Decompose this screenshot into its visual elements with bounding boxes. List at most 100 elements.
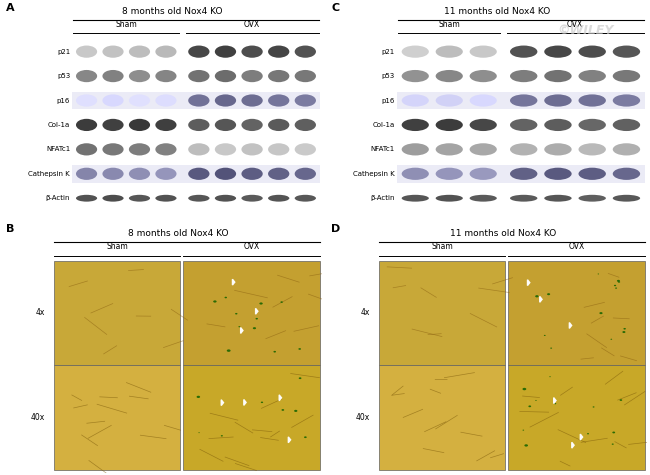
Ellipse shape: [76, 70, 97, 82]
Ellipse shape: [103, 195, 124, 202]
Ellipse shape: [241, 70, 263, 82]
Ellipse shape: [155, 70, 177, 82]
Bar: [72, 165, 320, 182]
Text: Cathepsin K: Cathepsin K: [354, 171, 395, 177]
Ellipse shape: [294, 46, 316, 58]
Text: Sham: Sham: [116, 20, 137, 29]
Ellipse shape: [76, 119, 97, 131]
Text: ©WILEY: ©WILEY: [558, 25, 614, 38]
Text: 8 months old Nox4 KO: 8 months old Nox4 KO: [128, 229, 229, 238]
Ellipse shape: [578, 46, 606, 58]
Ellipse shape: [578, 195, 606, 202]
Text: p16: p16: [57, 97, 70, 104]
Ellipse shape: [613, 119, 640, 131]
Ellipse shape: [241, 195, 263, 202]
Ellipse shape: [587, 433, 589, 434]
Ellipse shape: [402, 168, 429, 180]
Ellipse shape: [510, 195, 538, 202]
Text: B: B: [6, 224, 15, 234]
Bar: [54, 261, 180, 365]
Ellipse shape: [268, 119, 289, 131]
Ellipse shape: [103, 70, 124, 82]
Ellipse shape: [554, 403, 556, 404]
Ellipse shape: [241, 46, 263, 58]
Ellipse shape: [544, 95, 571, 106]
Text: 40x: 40x: [356, 413, 370, 422]
Ellipse shape: [155, 195, 177, 202]
Ellipse shape: [129, 168, 150, 180]
Bar: [396, 165, 645, 182]
Ellipse shape: [103, 168, 124, 180]
Ellipse shape: [213, 300, 216, 303]
Text: p53: p53: [57, 73, 70, 79]
Ellipse shape: [544, 119, 571, 131]
Ellipse shape: [612, 444, 614, 445]
Ellipse shape: [402, 195, 429, 202]
Ellipse shape: [261, 401, 263, 403]
Ellipse shape: [510, 168, 538, 180]
Ellipse shape: [268, 70, 289, 82]
Ellipse shape: [103, 95, 124, 106]
Ellipse shape: [155, 119, 177, 131]
Ellipse shape: [619, 399, 622, 401]
Ellipse shape: [535, 295, 539, 297]
Ellipse shape: [196, 396, 200, 398]
Bar: [183, 261, 320, 365]
Text: A: A: [6, 3, 15, 13]
Ellipse shape: [525, 444, 528, 446]
Ellipse shape: [470, 168, 497, 180]
Ellipse shape: [470, 70, 497, 82]
Ellipse shape: [528, 406, 531, 407]
Ellipse shape: [544, 143, 571, 155]
Ellipse shape: [470, 119, 497, 131]
Ellipse shape: [510, 119, 538, 131]
Ellipse shape: [593, 406, 595, 408]
Ellipse shape: [470, 95, 497, 106]
Ellipse shape: [214, 95, 236, 106]
Bar: [508, 365, 645, 470]
Ellipse shape: [615, 287, 617, 289]
Polygon shape: [569, 323, 571, 328]
Ellipse shape: [402, 70, 429, 82]
Polygon shape: [240, 328, 243, 333]
Text: p21: p21: [57, 48, 70, 55]
Ellipse shape: [402, 95, 429, 106]
Polygon shape: [540, 296, 542, 302]
Ellipse shape: [129, 195, 150, 202]
Ellipse shape: [188, 119, 209, 131]
Ellipse shape: [103, 119, 124, 131]
Text: β-Actin: β-Actin: [46, 195, 70, 201]
Ellipse shape: [470, 143, 497, 155]
Ellipse shape: [622, 331, 625, 333]
Ellipse shape: [129, 119, 150, 131]
Ellipse shape: [578, 168, 606, 180]
Ellipse shape: [239, 326, 240, 327]
Ellipse shape: [294, 143, 316, 155]
Ellipse shape: [76, 95, 97, 106]
Polygon shape: [280, 395, 281, 401]
Text: OVX: OVX: [567, 20, 583, 29]
Polygon shape: [572, 442, 574, 448]
Ellipse shape: [214, 195, 236, 202]
Ellipse shape: [76, 143, 97, 155]
Polygon shape: [221, 400, 224, 406]
Ellipse shape: [198, 432, 200, 433]
Ellipse shape: [304, 437, 307, 438]
Bar: [396, 92, 645, 109]
Ellipse shape: [268, 46, 289, 58]
Ellipse shape: [436, 119, 463, 131]
Text: p16: p16: [382, 97, 395, 104]
Text: Sham: Sham: [431, 242, 453, 250]
Text: 4x: 4x: [360, 308, 370, 317]
Ellipse shape: [268, 168, 289, 180]
Ellipse shape: [610, 339, 612, 340]
Ellipse shape: [274, 351, 276, 352]
Ellipse shape: [268, 95, 289, 106]
Ellipse shape: [241, 168, 263, 180]
Text: Sham: Sham: [106, 242, 128, 250]
Ellipse shape: [402, 46, 429, 58]
Ellipse shape: [294, 95, 316, 106]
Ellipse shape: [612, 432, 615, 433]
Text: β-Actin: β-Actin: [370, 195, 395, 201]
Ellipse shape: [436, 168, 463, 180]
